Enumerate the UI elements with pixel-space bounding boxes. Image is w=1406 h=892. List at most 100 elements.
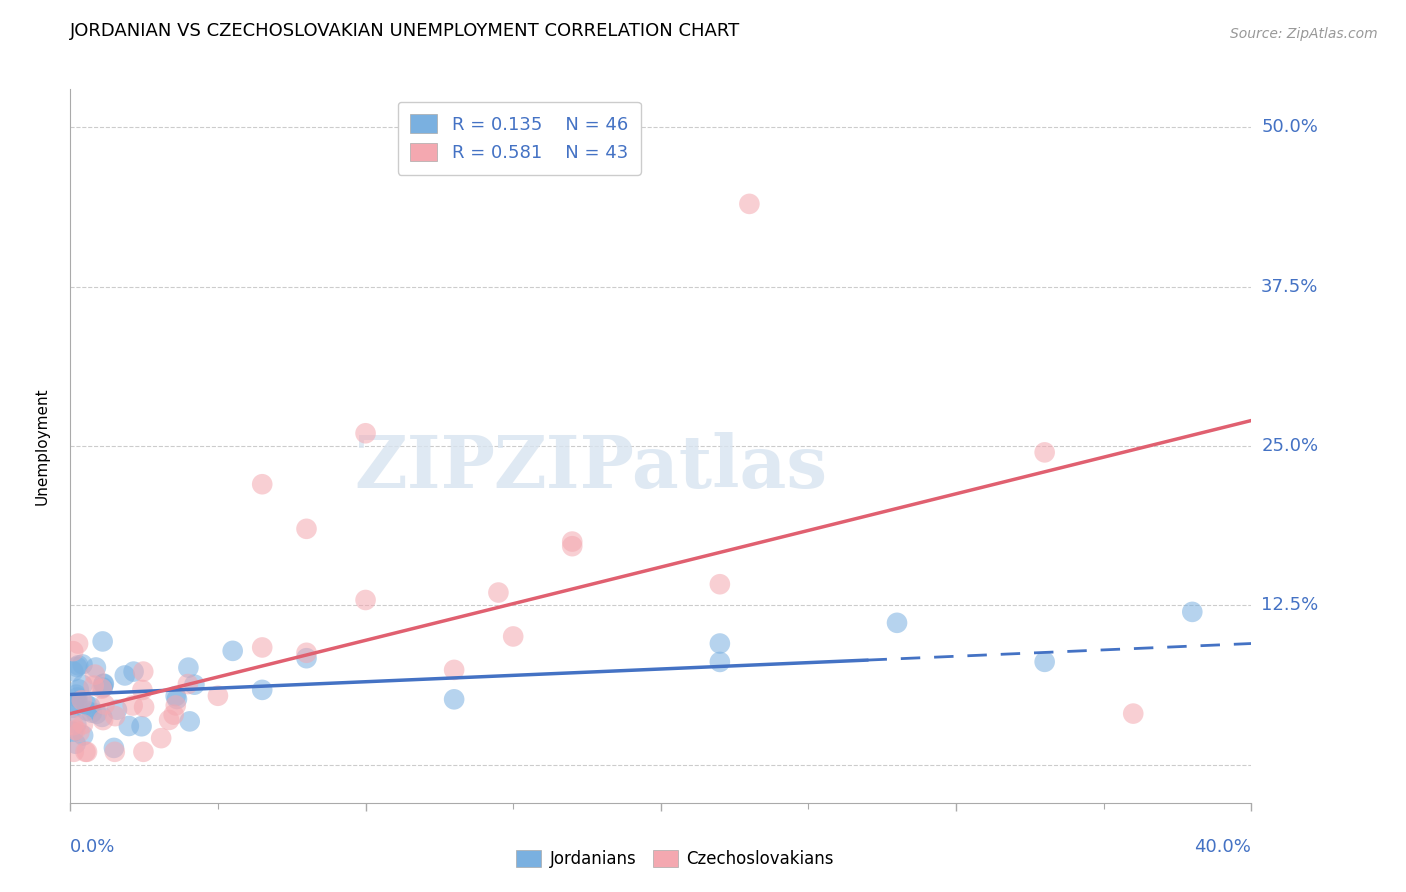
Point xyxy=(502,630,524,644)
Point xyxy=(62,724,84,739)
Point xyxy=(165,698,187,713)
Point xyxy=(105,703,128,717)
Point xyxy=(443,663,465,677)
Point xyxy=(67,658,90,673)
Point xyxy=(84,660,107,674)
Point xyxy=(65,737,87,751)
Text: 40.0%: 40.0% xyxy=(1195,838,1251,856)
Text: ZIP: ZIP xyxy=(354,432,495,503)
Point xyxy=(75,745,97,759)
Point xyxy=(62,701,84,715)
Point xyxy=(75,698,97,712)
Point xyxy=(354,593,377,607)
Point xyxy=(132,700,156,714)
Point xyxy=(131,719,153,733)
Legend: R = 0.135    N = 46, R = 0.581    N = 43: R = 0.135 N = 46, R = 0.581 N = 43 xyxy=(398,102,641,175)
Point xyxy=(1122,706,1144,721)
Point xyxy=(93,677,115,691)
Point xyxy=(83,679,105,693)
Point xyxy=(1033,655,1056,669)
Point xyxy=(79,699,101,714)
Point xyxy=(103,740,125,755)
Point xyxy=(177,660,200,674)
Point xyxy=(66,690,89,705)
Text: JORDANIAN VS CZECHOSLOVAKIAN UNEMPLOYMENT CORRELATION CHART: JORDANIAN VS CZECHOSLOVAKIAN UNEMPLOYMEN… xyxy=(70,22,741,40)
Point xyxy=(131,683,153,698)
Point xyxy=(72,657,94,672)
Point xyxy=(66,696,89,710)
Text: Source: ZipAtlas.com: Source: ZipAtlas.com xyxy=(1230,27,1378,41)
Point xyxy=(250,640,273,655)
Point xyxy=(121,698,143,713)
Point xyxy=(67,637,90,651)
Point xyxy=(114,668,136,682)
Point xyxy=(709,655,731,669)
Text: ZIPatlas: ZIPatlas xyxy=(494,432,828,503)
Point xyxy=(165,689,187,703)
Point xyxy=(443,692,465,706)
Point xyxy=(250,477,273,491)
Point xyxy=(91,634,114,648)
Point xyxy=(561,534,583,549)
Point xyxy=(132,745,155,759)
Point xyxy=(66,660,89,674)
Point xyxy=(63,745,86,759)
Point xyxy=(67,682,90,697)
Point xyxy=(86,706,108,721)
Point xyxy=(295,646,318,660)
Point xyxy=(354,426,377,441)
Point xyxy=(132,665,155,679)
Point xyxy=(183,678,205,692)
Point xyxy=(65,688,87,702)
Text: 50.0%: 50.0% xyxy=(1261,119,1317,136)
Point xyxy=(709,636,731,650)
Text: 12.5%: 12.5% xyxy=(1261,596,1319,615)
Point xyxy=(84,667,107,681)
Point xyxy=(65,723,87,737)
Point xyxy=(93,676,115,690)
Point xyxy=(70,693,93,707)
Point xyxy=(90,681,112,696)
Point xyxy=(72,678,94,692)
Point xyxy=(69,725,91,739)
Point xyxy=(62,644,84,658)
Point xyxy=(709,577,731,591)
Point xyxy=(886,615,908,630)
Point xyxy=(76,745,98,759)
Legend: Jordanians, Czechoslovakians: Jordanians, Czechoslovakians xyxy=(509,843,841,875)
Point xyxy=(177,677,200,691)
Point xyxy=(486,585,509,599)
Point xyxy=(118,719,141,733)
Point xyxy=(738,197,761,211)
Point xyxy=(150,731,173,746)
Point xyxy=(104,709,127,723)
Point xyxy=(62,665,84,679)
Point xyxy=(166,692,188,706)
Point xyxy=(122,665,145,679)
Point xyxy=(80,706,103,720)
Point xyxy=(91,710,114,724)
Text: 0.0%: 0.0% xyxy=(70,838,115,856)
Point xyxy=(250,682,273,697)
Y-axis label: Unemployment: Unemployment xyxy=(35,387,49,505)
Point xyxy=(207,689,229,703)
Point xyxy=(65,717,87,731)
Text: 25.0%: 25.0% xyxy=(1261,437,1319,455)
Point xyxy=(179,714,201,729)
Point xyxy=(561,539,583,553)
Point xyxy=(62,718,84,732)
Point xyxy=(62,696,84,710)
Point xyxy=(76,704,98,718)
Point xyxy=(222,644,245,658)
Point xyxy=(93,698,115,712)
Point xyxy=(1181,605,1204,619)
Point xyxy=(295,651,318,665)
Point xyxy=(163,707,186,722)
Point xyxy=(157,713,180,727)
Text: 37.5%: 37.5% xyxy=(1261,277,1319,296)
Point xyxy=(295,522,318,536)
Point xyxy=(91,681,114,695)
Point xyxy=(1033,445,1056,459)
Point xyxy=(72,729,94,743)
Point xyxy=(72,717,94,731)
